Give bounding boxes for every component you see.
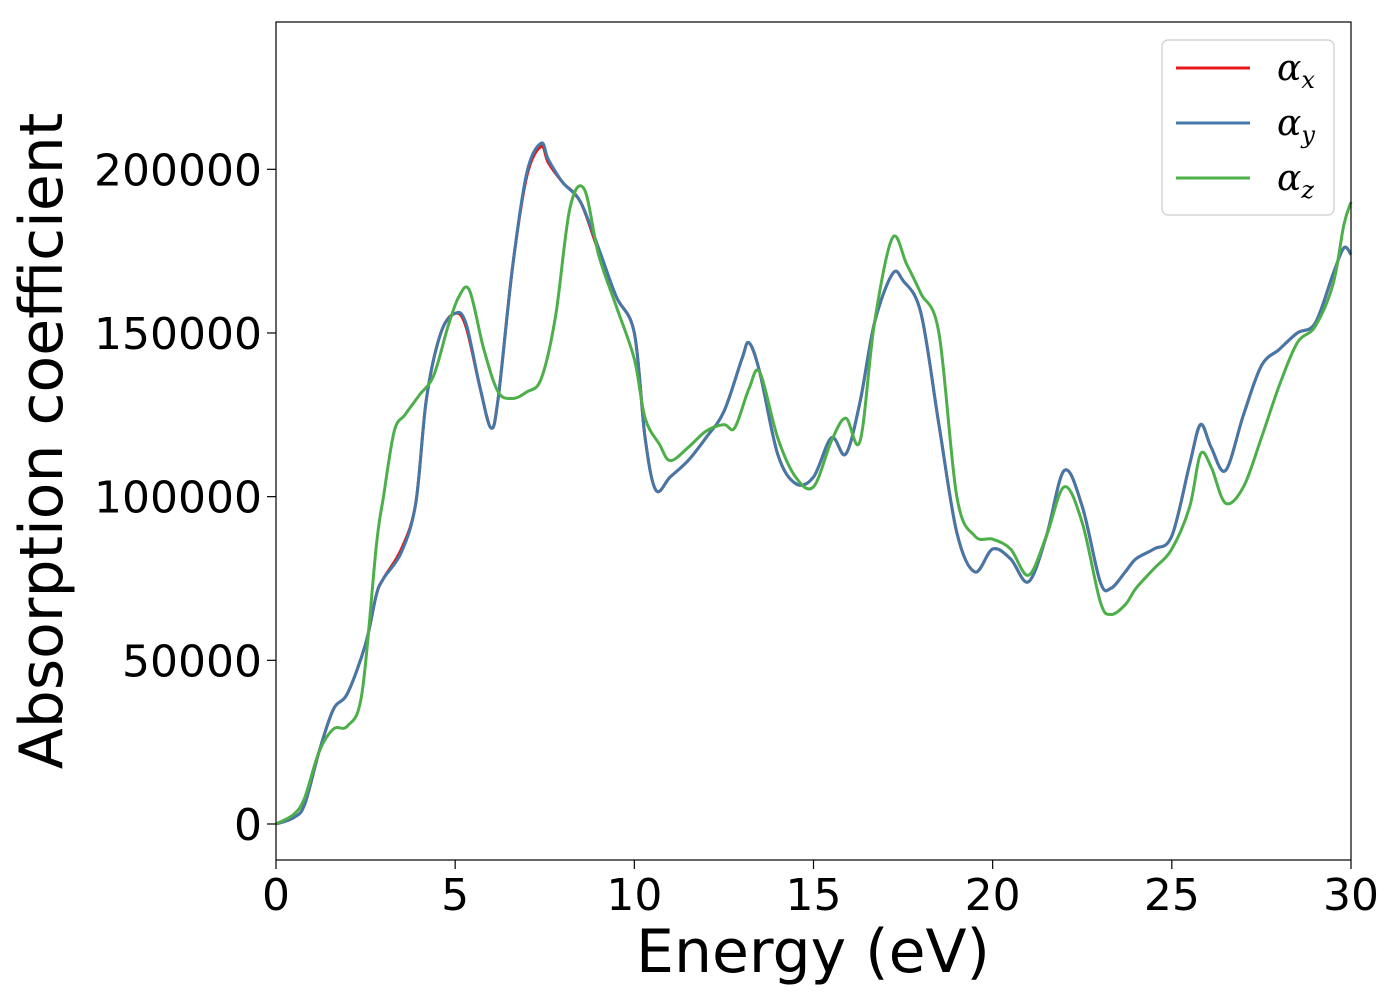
y-tick-label: 0 [234, 800, 262, 851]
legend-subscript: y [1300, 121, 1315, 149]
legend-subscript: x [1301, 66, 1315, 94]
y-tick-label: 150000 [94, 309, 262, 360]
x-axis-ticks: 0 5 10 15 20 25 30 [262, 860, 1379, 921]
x-tick-label: 10 [606, 870, 662, 921]
x-tick-label: 5 [441, 870, 469, 921]
x-tick-label: 20 [965, 870, 1021, 921]
series-layer [275, 141, 1353, 826]
y-tick-label: 200000 [94, 145, 262, 196]
legend-subscript: z [1300, 176, 1314, 204]
x-tick-label: 25 [1144, 870, 1200, 921]
y-axis-label: Absorption coefficient [7, 113, 77, 770]
legend-box [1161, 39, 1335, 216]
y-tick-label: 100000 [94, 473, 262, 524]
x-tick-label: 15 [786, 870, 842, 921]
series-line-alpha-y [275, 141, 1353, 826]
x-axis-label: Energy (eV) [636, 917, 990, 987]
x-tick-label: 0 [262, 870, 290, 921]
y-axis-ticks: 0 50000 100000 150000 200000 [94, 145, 276, 851]
x-tick-label: 30 [1323, 870, 1379, 921]
series-line-alpha-z [275, 184, 1353, 826]
y-tick-label: 50000 [122, 636, 262, 687]
